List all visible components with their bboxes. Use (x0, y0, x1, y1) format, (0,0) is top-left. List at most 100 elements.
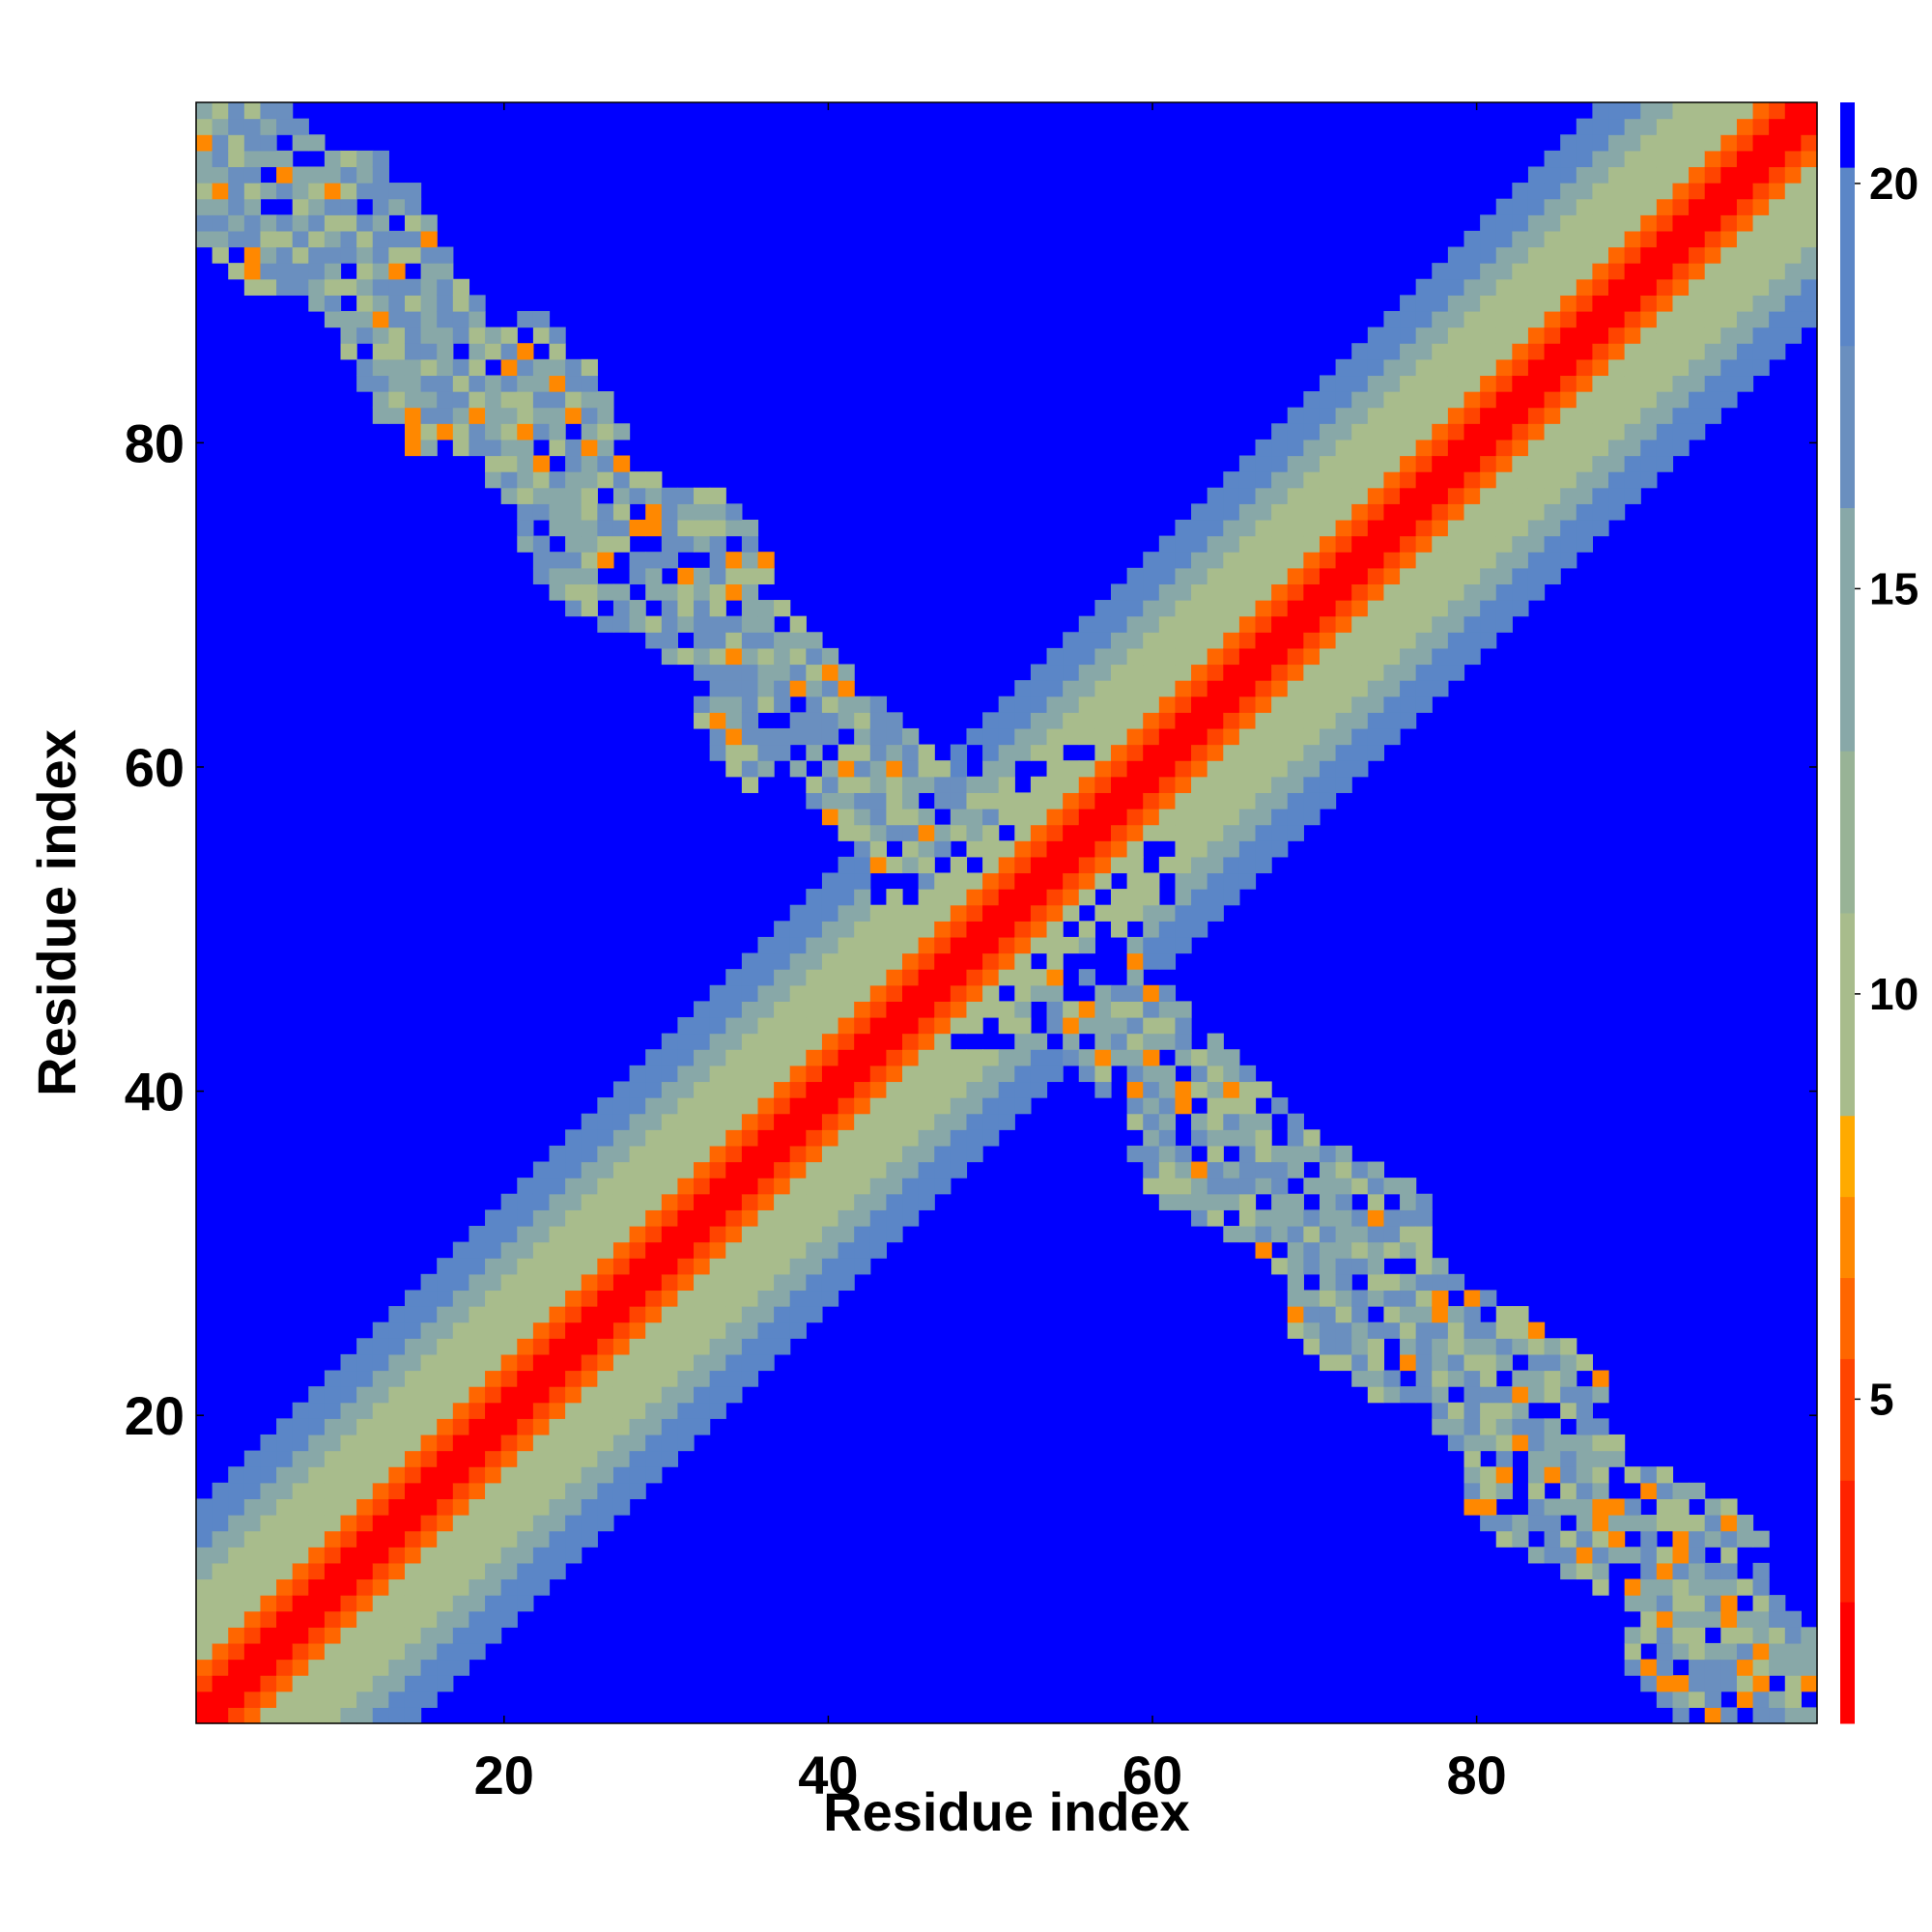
heatmap-cell (404, 1418, 422, 1435)
heatmap-cell (1512, 230, 1529, 248)
heatmap-cell (324, 1562, 342, 1580)
heatmap-cell (1287, 1225, 1304, 1243)
heatmap-cell (645, 1370, 663, 1387)
heatmap-cell (469, 1273, 486, 1292)
heatmap-cell (1175, 744, 1192, 761)
heatmap-cell (612, 471, 631, 489)
heatmap-cell (420, 1675, 438, 1692)
heatmap-cell (1143, 952, 1160, 970)
heatmap-cell (1576, 1402, 1593, 1419)
heatmap-cell (581, 1498, 598, 1516)
heatmap-cell (388, 263, 406, 280)
heatmap-cell (1014, 856, 1032, 874)
heatmap-cell (1592, 1466, 1609, 1484)
heatmap-cell (581, 1402, 598, 1419)
heatmap-cell (902, 727, 920, 746)
heatmap-cell (1046, 824, 1064, 841)
heatmap-cell (420, 375, 438, 392)
heatmap-cell (1415, 391, 1433, 409)
heatmap-cell (1223, 1129, 1240, 1147)
heatmap-cell (709, 1338, 726, 1355)
heatmap-cell (789, 664, 807, 681)
heatmap-cell (1063, 696, 1080, 713)
heatmap-cell (1094, 984, 1112, 1002)
heatmap-cell (1704, 1610, 1721, 1628)
heatmap-cell (485, 1562, 502, 1580)
heatmap-cell (1030, 680, 1048, 697)
heatmap-cell (1255, 583, 1272, 601)
heatmap-cell (1720, 310, 1738, 328)
heatmap-cell (549, 503, 566, 521)
heatmap-cell (340, 1498, 357, 1516)
heatmap-cell (1512, 519, 1529, 537)
heatmap-cell (1624, 198, 1641, 215)
heatmap-cell (1576, 1562, 1593, 1580)
heatmap-cell (838, 1065, 855, 1083)
heatmap-cell (532, 1370, 551, 1387)
heatmap-cell (1191, 615, 1208, 633)
heatmap-cell (500, 1578, 518, 1596)
heatmap-cell (1110, 809, 1128, 826)
heatmap-cell (1351, 567, 1369, 585)
heatmap-cell (1063, 792, 1080, 810)
heatmap-cell (404, 1306, 422, 1323)
heatmap-cell (1351, 487, 1369, 504)
heatmap-cell (661, 1225, 679, 1243)
heatmap-cell (565, 1161, 582, 1179)
heatmap-cell (1463, 1306, 1481, 1323)
heatmap-cell (388, 391, 406, 409)
heatmap-cell (1736, 327, 1754, 344)
heatmap-cell (1046, 1065, 1064, 1083)
heatmap-cell (1415, 1321, 1433, 1339)
heatmap-cell (709, 1306, 726, 1323)
heatmap-cell (1223, 1113, 1240, 1130)
heatmap-cell (228, 1707, 245, 1724)
heatmap-cell (308, 1530, 326, 1548)
heatmap-cell (1704, 198, 1721, 215)
heatmap-cell (1801, 150, 1818, 168)
heatmap-cell (532, 1178, 551, 1195)
heatmap-cell (806, 904, 823, 922)
heatmap-cell (1271, 824, 1289, 841)
heatmap-cell (1576, 391, 1593, 409)
heatmap-cell (437, 375, 454, 392)
heatmap-cell (1527, 214, 1546, 232)
heatmap-cell (757, 552, 775, 569)
heatmap-cell (902, 856, 920, 874)
heatmap-cell (1480, 600, 1497, 617)
heatmap-cell (565, 1258, 582, 1275)
heatmap-cell (1784, 102, 1802, 120)
heatmap-cell (934, 1065, 952, 1083)
heatmap-cell (677, 1081, 695, 1098)
heatmap-cell (1672, 1482, 1690, 1499)
heatmap-cell (1527, 552, 1546, 569)
heatmap-cell (276, 1610, 294, 1628)
heatmap-cell (1175, 1016, 1192, 1035)
heatmap-cell (1319, 712, 1337, 729)
heatmap-cell (1592, 471, 1609, 489)
heatmap-cell (1495, 375, 1513, 392)
heatmap-cell (1576, 198, 1593, 215)
heatmap-cell (1624, 150, 1641, 168)
heatmap-cell (469, 1353, 486, 1372)
heatmap-cell (1608, 343, 1626, 360)
heatmap-cell (645, 1241, 663, 1259)
heatmap-cell (1078, 840, 1095, 858)
heatmap-cell (469, 1306, 486, 1323)
heatmap-cell (1560, 1386, 1577, 1404)
heatmap-cell (725, 1386, 743, 1404)
heatmap-cell (1801, 1707, 1818, 1724)
heatmap-cell (645, 1386, 663, 1404)
heatmap-cell (420, 391, 438, 409)
heatmap-cell (1351, 519, 1369, 537)
heatmap-cell (725, 680, 743, 697)
heatmap-cell (1495, 439, 1513, 457)
heatmap-cell (260, 1707, 277, 1724)
heatmap-cell (854, 1081, 871, 1098)
heatmap-cell (1576, 1450, 1593, 1467)
heatmap-cell (661, 1161, 679, 1179)
heatmap-cell (1544, 1450, 1561, 1467)
heatmap-cell (500, 1562, 518, 1580)
heatmap-cell (549, 1482, 566, 1499)
heatmap-cell (372, 1659, 389, 1676)
